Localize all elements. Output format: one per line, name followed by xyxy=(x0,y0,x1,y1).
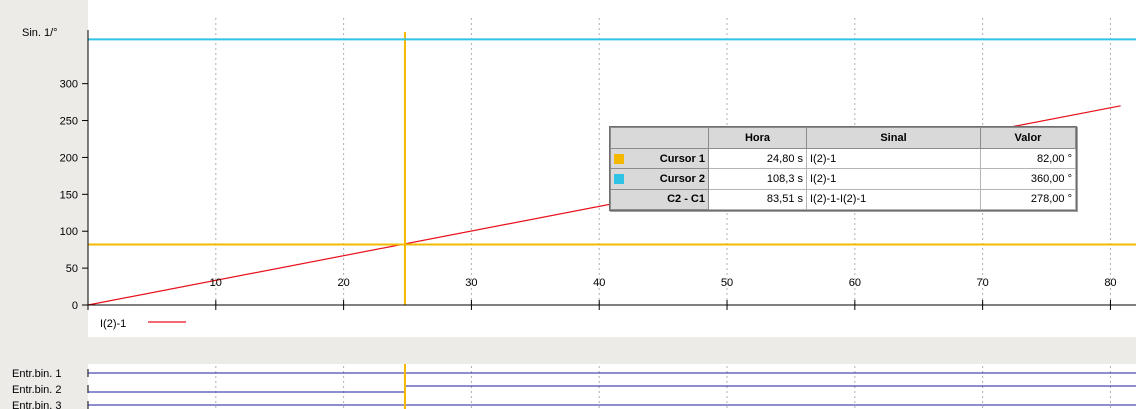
y-tick-label: 150 xyxy=(60,189,78,201)
cursor-table: Hora Sinal Valor Cursor 1 24,80 s I(2)-1… xyxy=(609,126,1077,211)
cursor-layer[interactable] xyxy=(88,32,1136,409)
axes: 10 20 30 40 50 60 70 80 0 50 100 150 200 250 300 xyxy=(60,30,1136,312)
cursor-table-header: Hora Sinal Valor xyxy=(610,127,1076,149)
y-tick-label: 300 xyxy=(60,79,78,91)
row-hora: 24,80 s xyxy=(708,147,807,170)
row-label: C2 - C1 xyxy=(667,193,705,206)
cursor-1-swatch xyxy=(614,153,624,164)
y-tick-label: 50 xyxy=(66,263,78,275)
header-hora: Hora xyxy=(708,127,807,149)
row-label: Cursor 2 xyxy=(659,172,705,185)
x-tick-label: 60 xyxy=(849,277,861,289)
row-label-cell: C2 - C1 xyxy=(610,188,709,211)
y-tick-label: 0 xyxy=(72,300,78,312)
y-tick-label: 250 xyxy=(60,116,78,128)
row-valor: 278,00 ° xyxy=(980,188,1076,211)
row-sinal: I(2)-1-I(2)-1 xyxy=(806,188,981,211)
y-tick-label: 200 xyxy=(60,152,78,164)
row-sinal: I(2)-1 xyxy=(806,168,981,190)
legend-label: I(2)-1 xyxy=(100,318,126,330)
row-valor: 82,00 ° xyxy=(980,147,1076,170)
header-valor: Valor xyxy=(980,127,1076,149)
row-hora: 108,3 s xyxy=(708,168,807,190)
cursor-2-swatch xyxy=(614,173,624,184)
binary-channel-label: Entr.bin. 2 xyxy=(12,384,62,396)
legend-strip xyxy=(88,317,1136,337)
row-label-cell: Cursor 1 xyxy=(610,147,709,170)
row-hora: 83,51 s xyxy=(708,188,807,211)
x-tick-label: 50 xyxy=(721,277,733,289)
y-axis-label: Sin. 1/° xyxy=(22,27,58,39)
binary-channels: Entr.bin. 1 Entr.bin. 2 Entr.bin. 3 xyxy=(12,368,1136,409)
row-valor: 360,00 ° xyxy=(980,168,1076,190)
table-row: C2 - C1 83,51 s I(2)-1-I(2)-1 278,00 ° xyxy=(610,188,1076,211)
x-tick-label: 20 xyxy=(337,277,349,289)
row-sinal: I(2)-1 xyxy=(806,147,981,170)
binary-channel-label: Entr.bin. 3 xyxy=(12,400,62,409)
binary-channel-label: Entr.bin. 1 xyxy=(12,368,62,380)
x-tick-label: 10 xyxy=(210,277,222,289)
x-tick-label: 80 xyxy=(1104,277,1116,289)
table-row: Cursor 1 24,80 s I(2)-1 82,00 ° xyxy=(610,147,1076,170)
header-sinal: Sinal xyxy=(806,127,981,149)
header-blank xyxy=(610,127,709,149)
row-label: Cursor 1 xyxy=(659,152,705,165)
x-tick-label: 40 xyxy=(593,277,605,289)
grid-lines xyxy=(215,18,1111,409)
y-tick-label: 100 xyxy=(60,226,78,238)
row-label-cell: Cursor 2 xyxy=(610,168,709,190)
x-tick-label: 30 xyxy=(465,277,477,289)
x-tick-label: 70 xyxy=(977,277,989,289)
table-row: Cursor 2 108,3 s I(2)-1 360,00 ° xyxy=(610,168,1076,190)
